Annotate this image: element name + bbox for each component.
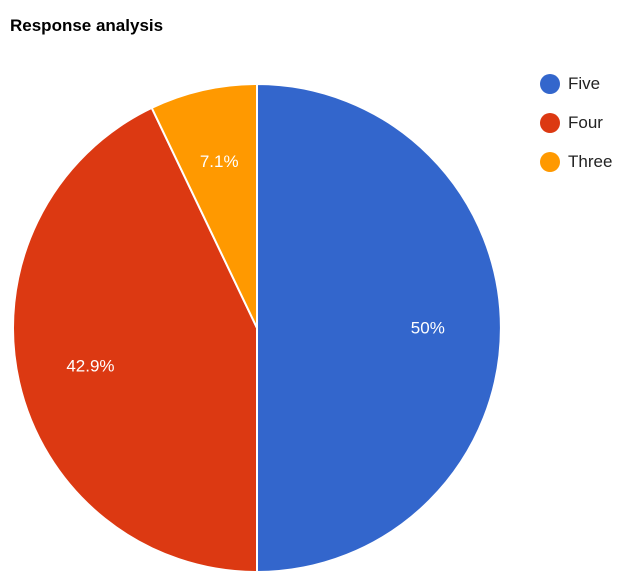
- legend-label-four: Four: [568, 113, 603, 132]
- pie-slice-three[interactable]: [150, 82, 258, 329]
- legend-swatch-four: [540, 113, 560, 133]
- legend-item-three[interactable]: Three: [540, 152, 612, 172]
- pie-slice-labels: 50% 42.9% 7.1%: [66, 152, 444, 375]
- pie-slice-five[interactable]: [256, 82, 502, 571]
- legend-swatch-three: [540, 152, 560, 172]
- legend-item-five[interactable]: Five: [540, 74, 612, 94]
- pie-slices: [12, 82, 502, 571]
- legend-label-five: Five: [568, 74, 601, 93]
- chart-title: Response analysis: [10, 16, 164, 35]
- slice-label-four: 42.9%: [66, 356, 114, 375]
- legend: Five Four Three: [540, 74, 612, 191]
- legend-swatch-five: [540, 74, 560, 94]
- slice-label-three: 7.1%: [200, 152, 239, 171]
- slice-label-five: 50%: [411, 319, 445, 338]
- legend-label-three: Three: [568, 152, 613, 171]
- pie-slice-four[interactable]: [12, 106, 258, 571]
- legend-item-four[interactable]: Four: [540, 113, 612, 133]
